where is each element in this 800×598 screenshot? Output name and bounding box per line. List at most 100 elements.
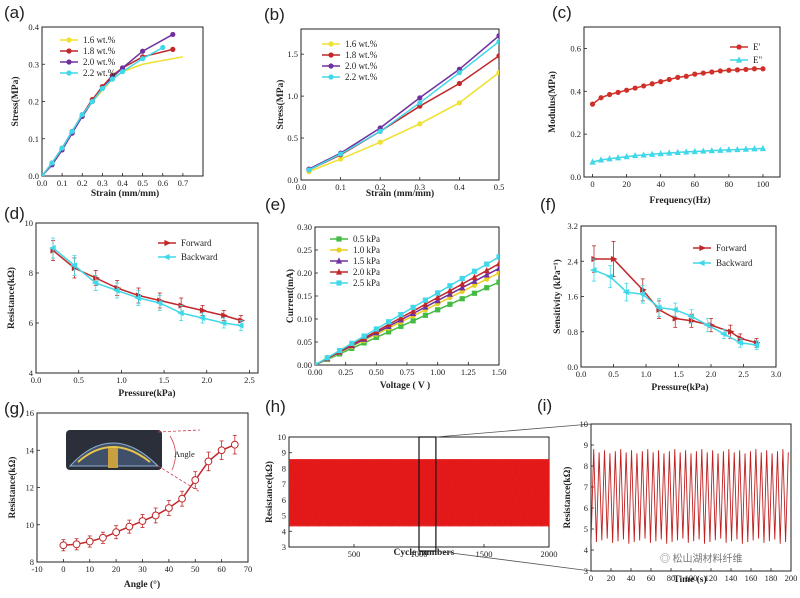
data-point xyxy=(471,282,478,288)
x-tick-label: 2000 xyxy=(541,549,558,559)
legend-marker xyxy=(66,48,72,54)
legend-marker xyxy=(335,257,343,264)
angle-annotation: Angle xyxy=(174,449,195,459)
legend-label: 2.0 kPa xyxy=(353,267,380,277)
data-point xyxy=(377,128,383,134)
x-axis-title: Frequency(Hz) xyxy=(649,195,710,206)
data-point xyxy=(373,334,379,340)
data-point xyxy=(447,301,453,307)
y-tick-label: 2.4 xyxy=(567,256,578,266)
data-point xyxy=(752,341,760,349)
data-point xyxy=(666,149,673,156)
x-tick-label: 60 xyxy=(217,564,226,574)
y-tick-label: 0.6 xyxy=(570,43,581,53)
data-point xyxy=(417,121,423,127)
data-point xyxy=(112,528,121,537)
data-point xyxy=(459,296,465,302)
angle-line xyxy=(157,429,201,433)
x-tick-label: 80 xyxy=(725,179,734,189)
x-tick-label: 1.00 xyxy=(430,367,445,377)
y-tick-label: 0.10 xyxy=(297,314,312,324)
data-point xyxy=(191,476,200,484)
y-axis-title: Resistance(kΩ) xyxy=(6,267,17,329)
legend-label: 2.0 wt.% xyxy=(345,61,378,71)
series-line xyxy=(52,249,242,322)
legend-marker xyxy=(336,247,342,253)
data-point xyxy=(700,70,706,76)
watermark: ◎ 松山湖材料纤维 xyxy=(660,552,743,565)
data-point xyxy=(79,111,85,118)
legend-label: Backward xyxy=(181,252,218,262)
y-tick-label: 1.0 xyxy=(287,91,298,101)
legend-label: Backward xyxy=(716,258,753,268)
plot-frame xyxy=(590,423,792,572)
data-point xyxy=(717,68,723,74)
data-point xyxy=(456,100,462,106)
panel-f: (f) 0.0 0.5 1.0 1.5 2.0 2.5 3.0 0.0 0.8 1.6 2.4 3.2 P… xyxy=(540,195,781,393)
data-point xyxy=(751,145,758,152)
data-point xyxy=(483,271,490,278)
legend-label: 1.0 kPa xyxy=(353,245,380,255)
legend-marker xyxy=(162,253,170,261)
x-tick-label: 1.0 xyxy=(641,369,652,379)
data-point xyxy=(471,273,478,280)
data-point xyxy=(496,38,499,45)
data-point xyxy=(99,85,105,92)
legend-marker xyxy=(66,37,72,43)
x-tick-label: 60 xyxy=(647,573,656,583)
data-point xyxy=(417,95,423,101)
x-tick-label: 0.3 xyxy=(414,182,425,192)
y-axis-title: Modulus(MPa) xyxy=(547,71,558,133)
x-tick-label: 2.5 xyxy=(738,369,749,379)
data-point xyxy=(687,313,695,320)
y-axis-title: Stress(MPa) xyxy=(275,80,286,130)
data-point xyxy=(456,70,462,76)
series-line xyxy=(308,40,499,171)
data-point xyxy=(59,541,68,550)
panel-i: (i) 0 20 40 60 80 100 120 140 160 180 200 3 4 5 6 7 8 9 10 T… xyxy=(537,396,797,585)
data-point xyxy=(598,95,604,101)
data-point xyxy=(447,283,453,289)
y-tick-label: 10 xyxy=(580,419,589,429)
data-point xyxy=(717,146,724,153)
y-tick-label: 6 xyxy=(282,495,286,505)
data-point xyxy=(435,307,441,313)
data-point xyxy=(170,46,176,52)
y-axis-title: Current(mA) xyxy=(285,269,296,323)
legend-marker xyxy=(328,74,334,80)
legend-label: 1.6 wt.% xyxy=(83,35,116,45)
data-point xyxy=(93,274,100,282)
x-tick-label: 20 xyxy=(622,179,631,189)
x-tick-label: 0 xyxy=(61,564,65,574)
data-point xyxy=(606,273,613,280)
y-axis-title: Resistance(kΩ) xyxy=(7,457,18,519)
data-layer xyxy=(315,254,499,365)
data-point xyxy=(178,494,186,503)
y-tick-label: 0.0 xyxy=(28,171,39,181)
legend-label: 1.8 wt.% xyxy=(83,46,116,56)
data-point xyxy=(484,261,490,267)
x-tick-label: 2.0 xyxy=(706,369,717,379)
zoom-connector xyxy=(435,550,592,572)
data-point xyxy=(471,268,478,274)
x-tick-label: 0.5 xyxy=(137,178,148,188)
data-point xyxy=(640,151,647,158)
legend-marker xyxy=(164,239,172,247)
y-tick-label: 0.0 xyxy=(570,172,581,182)
data-point xyxy=(589,101,596,107)
data-point xyxy=(483,266,490,274)
panel-label: (d) xyxy=(4,204,25,223)
x-tick-label: 0.6 xyxy=(157,178,168,188)
panel-label: (i) xyxy=(537,396,552,415)
data-point xyxy=(219,319,227,327)
y-axis-title: Sensitivity (kPa⁻¹) xyxy=(552,259,563,334)
y-tick-label: 0.00 xyxy=(297,360,312,370)
legend-label: 1.8 wt.% xyxy=(345,50,378,60)
y-tick-label: 0.25 xyxy=(297,245,312,255)
x-tick-label: 0.3 xyxy=(97,178,108,188)
x-tick-label: 40 xyxy=(165,564,174,574)
x-tick-label: 200 xyxy=(785,573,798,583)
panel-label: (f) xyxy=(540,195,556,214)
x-tick-label: 0.5 xyxy=(608,369,619,379)
